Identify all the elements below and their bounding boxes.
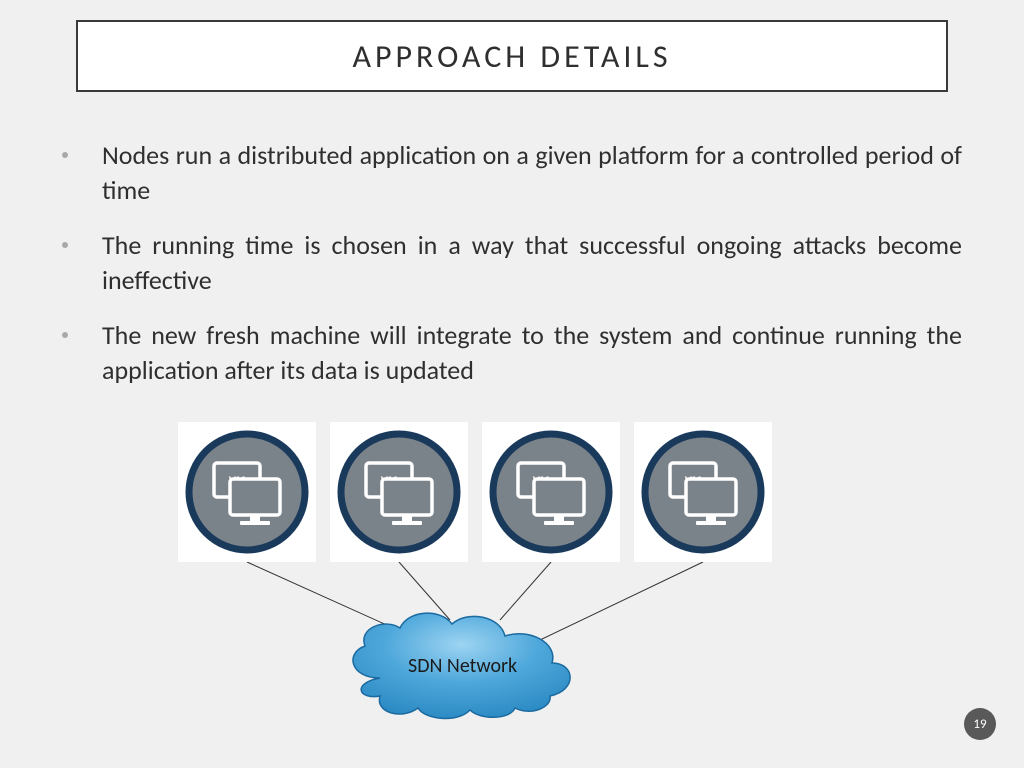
vm-node: VM (178, 422, 316, 562)
bullet-item: The new fresh machine will integrate to … (62, 318, 962, 388)
bullet-list: Nodes run a distributed application on a… (62, 138, 962, 409)
bullet-item: The running time is chosen in a way that… (62, 228, 962, 298)
bullet-dot-icon (62, 242, 68, 248)
page-number: 19 (973, 717, 986, 732)
vm-node: VM (482, 422, 620, 562)
vm-icon: VM (488, 429, 614, 555)
vm-icon: VM (336, 429, 462, 555)
bullet-text: The running time is chosen in a way that… (102, 228, 962, 298)
slide-title: APPROACH DETAILS (352, 37, 671, 76)
bullet-text: Nodes run a distributed application on a… (102, 138, 962, 208)
bullet-dot-icon (62, 332, 68, 338)
page-number-badge: 19 (964, 708, 996, 740)
vm-node: VM (634, 422, 772, 562)
vm-icon: VM (640, 429, 766, 555)
bullet-text: The new fresh machine will integrate to … (102, 318, 962, 388)
vm-icon: VM (184, 429, 310, 555)
bullet-dot-icon (62, 152, 68, 158)
cloud-label: SDN Network (408, 654, 517, 678)
vm-node: VM (330, 422, 468, 562)
bullet-item: Nodes run a distributed application on a… (62, 138, 962, 208)
title-box: APPROACH DETAILS (76, 20, 948, 92)
